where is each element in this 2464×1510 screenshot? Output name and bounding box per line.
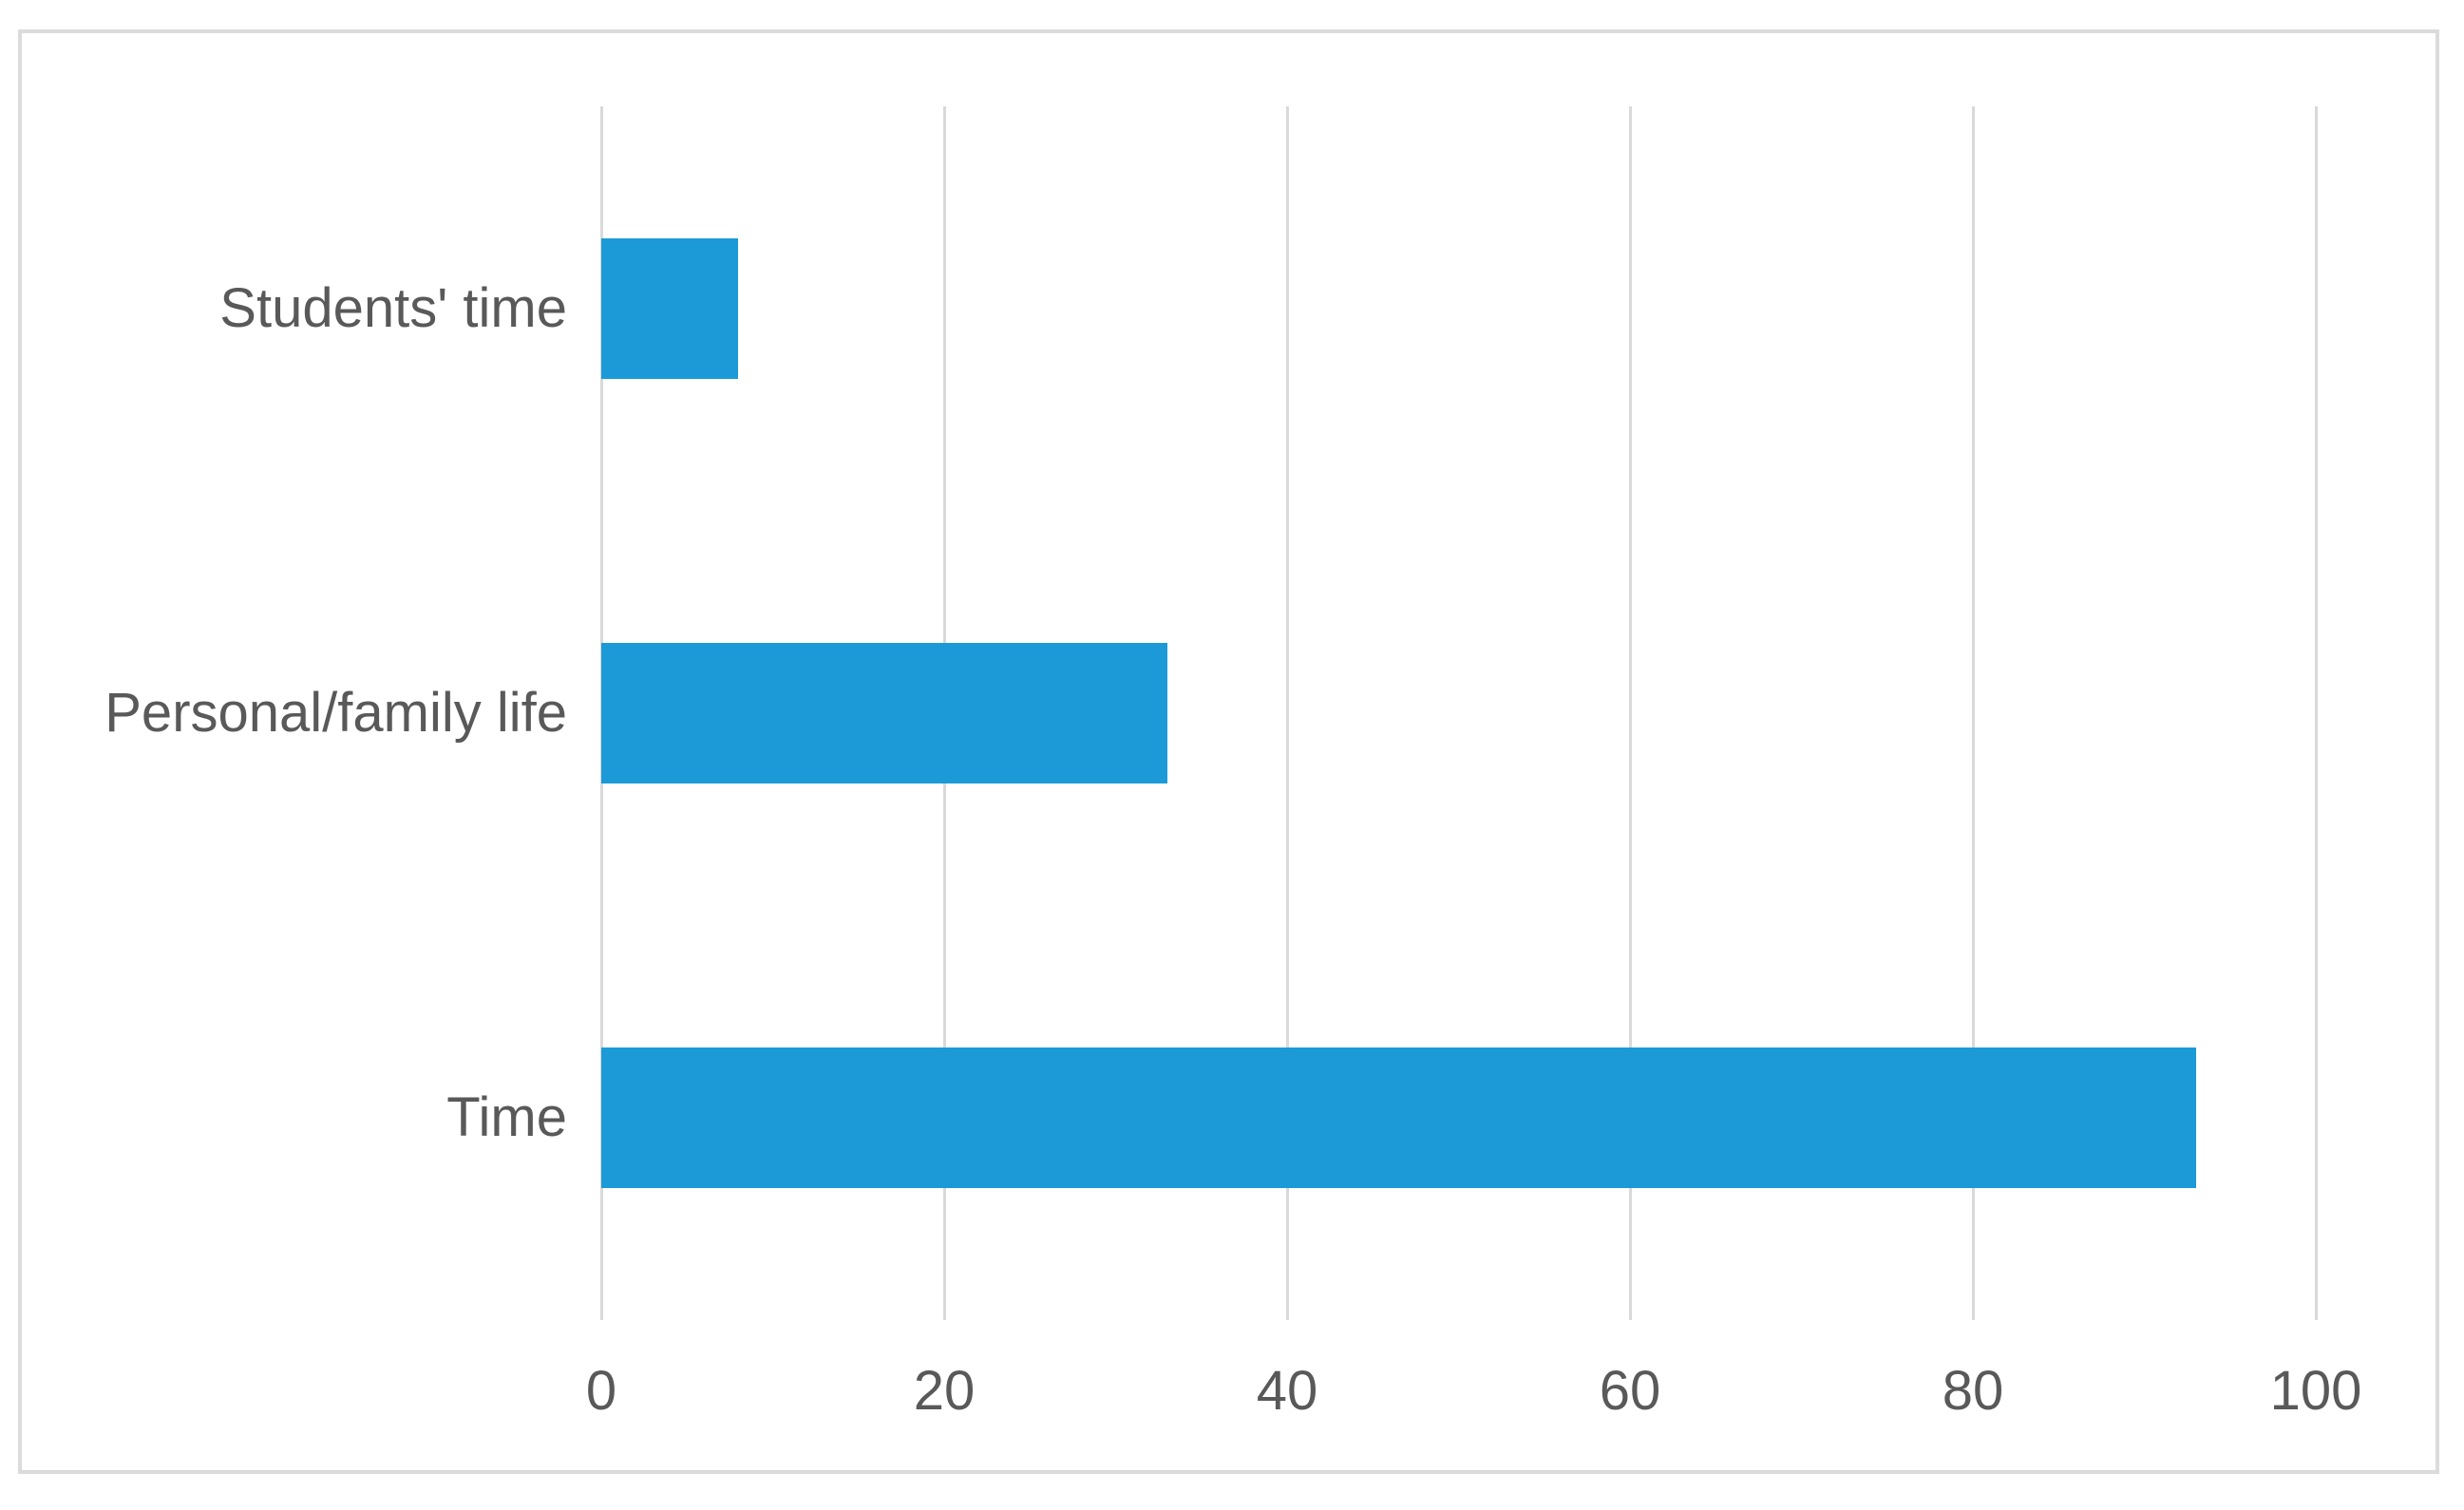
category-label-time: Time (446, 1086, 567, 1148)
plot-area (600, 106, 2318, 1320)
x-tick-label-20: 20 (913, 1360, 976, 1422)
x-tick-label-40: 40 (1256, 1360, 1318, 1422)
x-tick-label-0: 0 (585, 1360, 617, 1422)
bar-personal-family-life (601, 643, 1167, 783)
gridline-40 (1286, 106, 1289, 1320)
bar-students-time (601, 238, 739, 379)
gridline-100 (2315, 106, 2318, 1320)
gridline-80 (1972, 106, 1975, 1320)
category-label-personal-family-life: Personal/family life (104, 682, 567, 744)
x-tick-label-60: 60 (1599, 1360, 1661, 1422)
category-label-students-time: Students' time (219, 277, 567, 339)
chart-frame: Students' time Personal/family life Time 0… (18, 29, 2439, 1474)
x-tick-label-80: 80 (1942, 1360, 2004, 1422)
gridline-60 (1629, 106, 1632, 1320)
x-tick-label-100: 100 (2269, 1360, 2362, 1422)
bar-time (601, 1048, 2196, 1188)
